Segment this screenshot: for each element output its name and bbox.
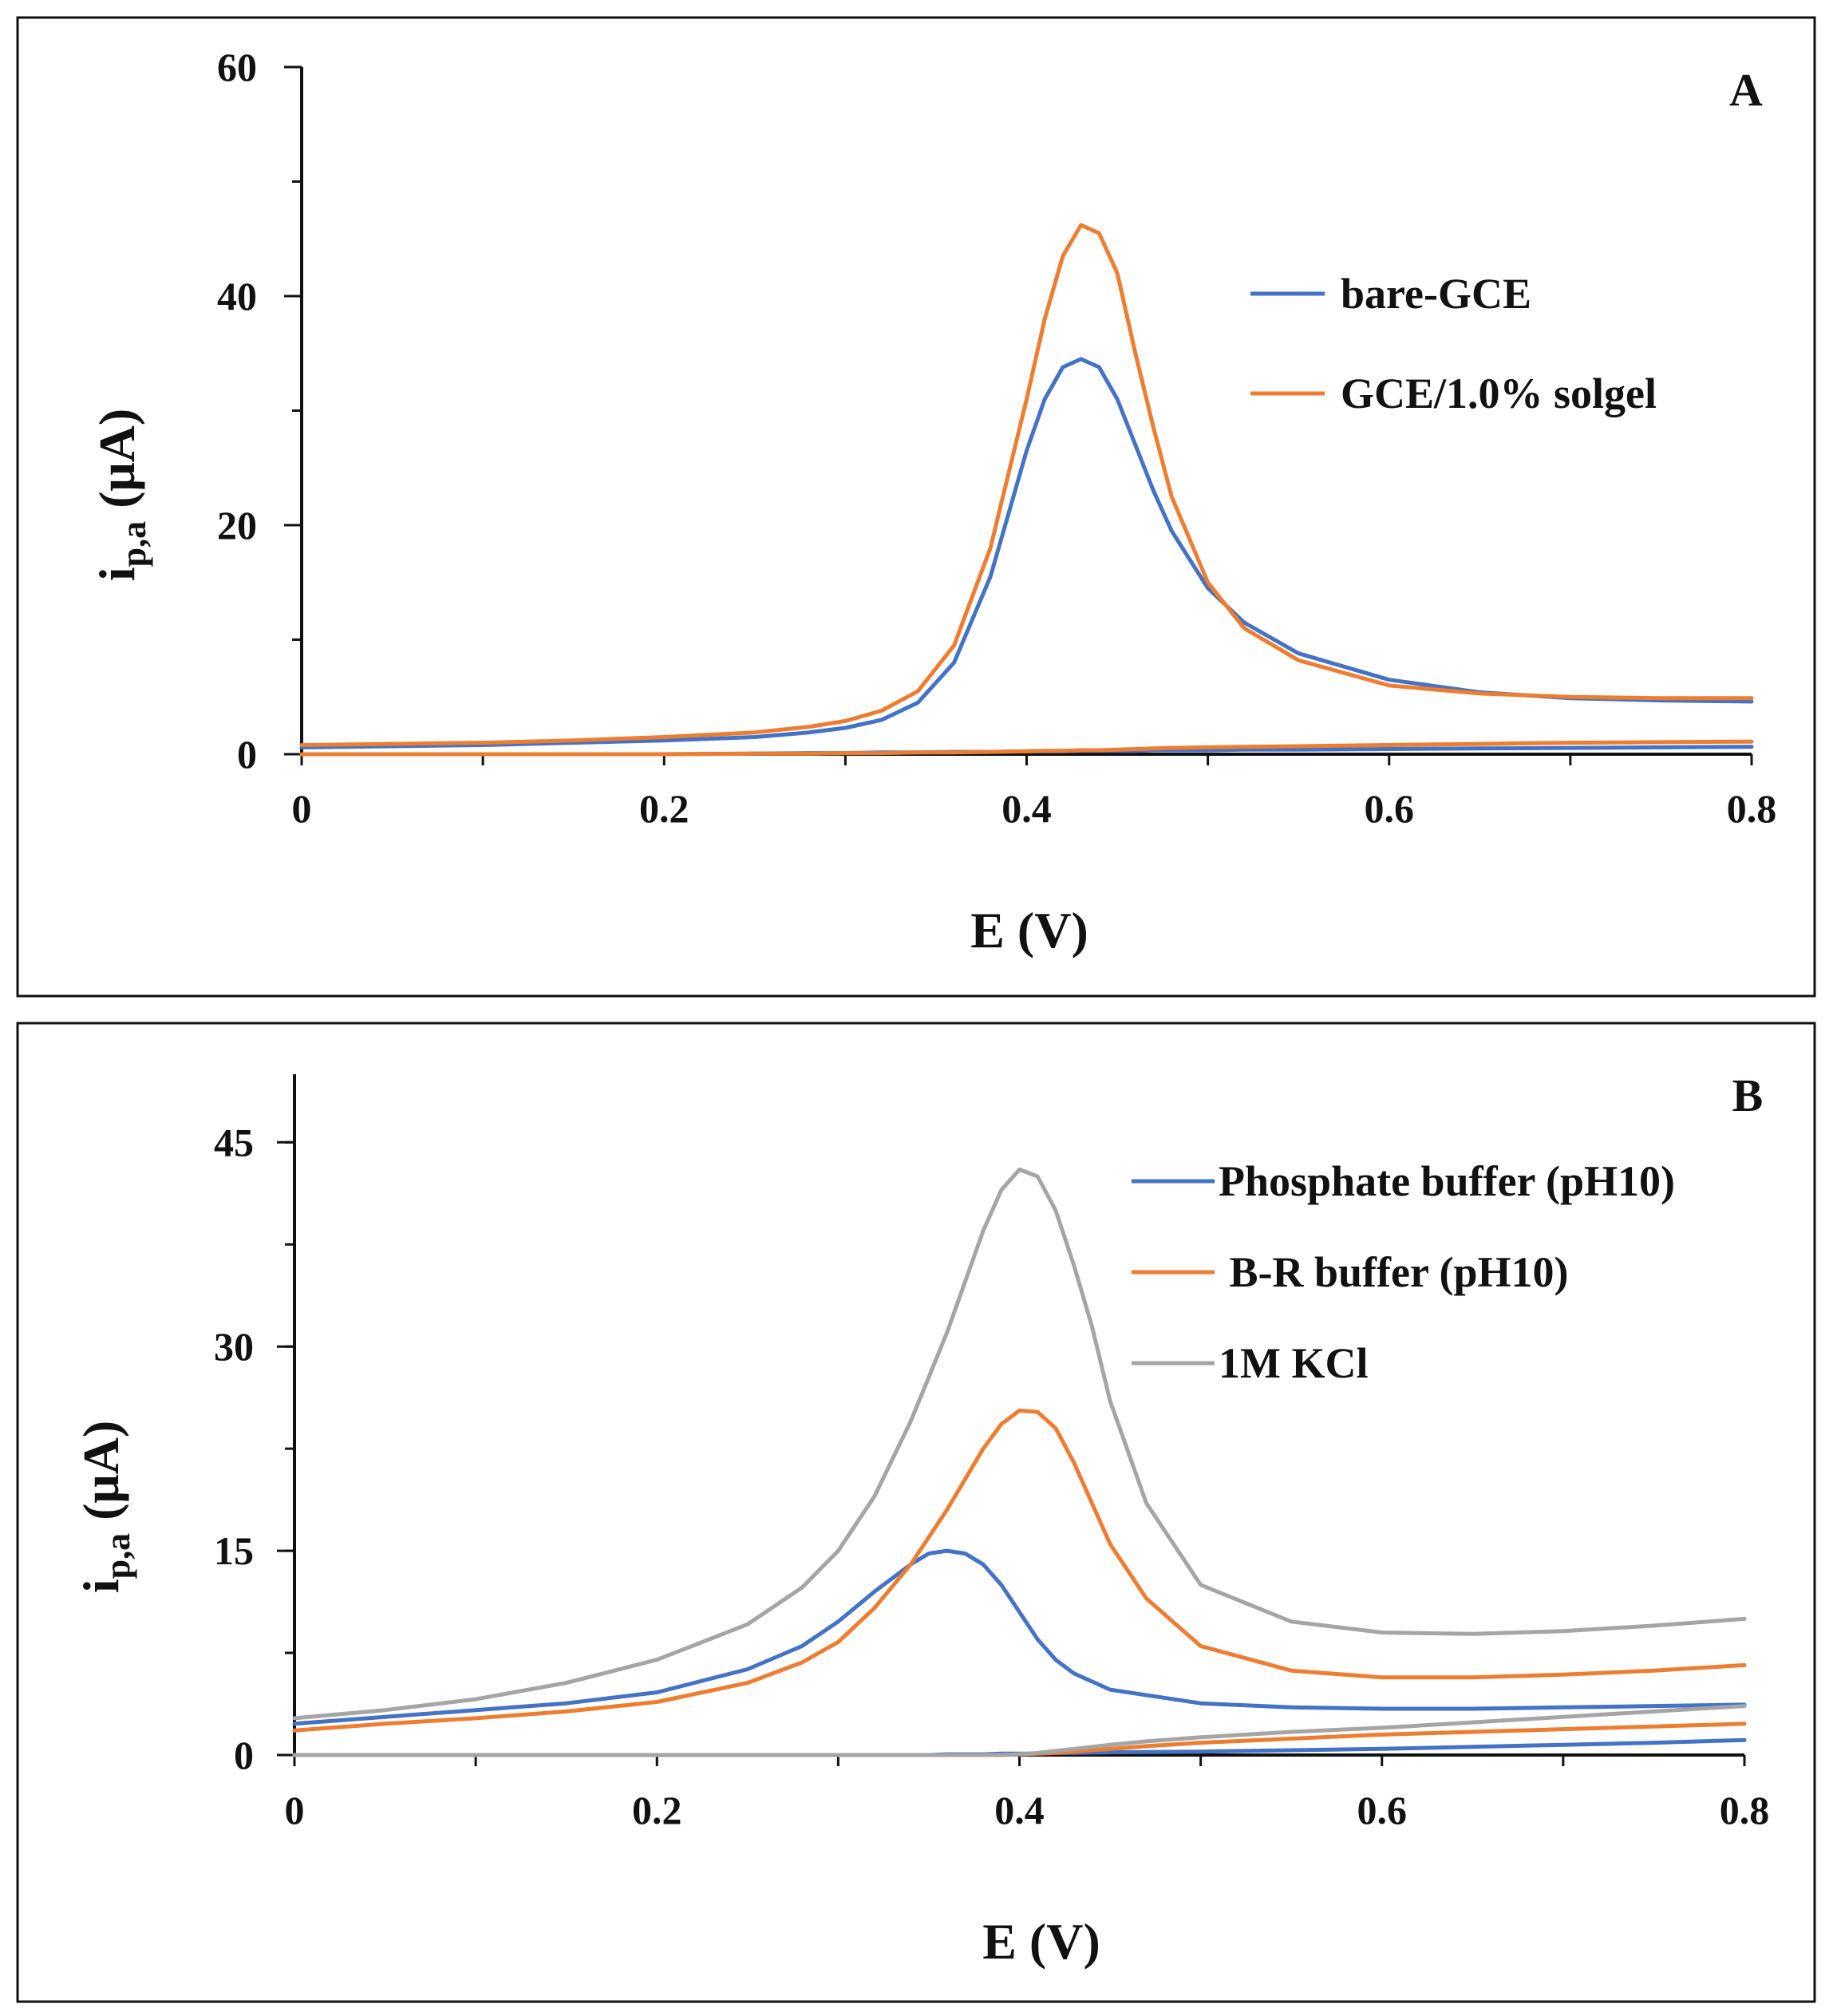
series-line-1 xyxy=(299,357,1754,749)
x-axis-title: E (V) xyxy=(970,902,1088,959)
y-tick-label: 30 xyxy=(214,1324,254,1369)
panel-label: B xyxy=(1732,1069,1764,1121)
y-tick-label: 40 xyxy=(217,274,257,318)
series-return-line-2 xyxy=(292,1722,1747,1757)
y-axis-title-main: i xyxy=(89,567,145,581)
panel-frame xyxy=(16,16,1816,998)
y-tick-label: 0 xyxy=(237,732,257,777)
legend-label: B-R buffer (pH10) xyxy=(1219,1248,1569,1296)
panel-label: A xyxy=(1729,64,1763,116)
y-tick-label: 20 xyxy=(217,503,257,547)
y-tick-label: 0 xyxy=(234,1733,254,1777)
legend-label: bare-GCE xyxy=(1341,270,1531,318)
y-axis-title-subscript: p,a xyxy=(114,521,153,567)
y-tick-label: 15 xyxy=(214,1528,254,1573)
chart-panel-A: 0 20 40 60 0 0.2 0.4 0.6 0.8 bare-GCE GCE/1.0% sol… xyxy=(16,16,1816,998)
panel-frame xyxy=(16,1022,1816,2003)
y-axis-title-subscript: p,a xyxy=(98,1533,137,1579)
legend-label: Phosphate buffer (pH10) xyxy=(1219,1157,1675,1205)
x-tick-label: 0.4 xyxy=(994,1788,1045,1832)
legend: Phosphate buffer (pH10) B-R buffer (pH10… xyxy=(1132,1157,1675,1387)
y-axis-title: ip,a (μA) xyxy=(89,409,153,581)
legend: bare-GCE GCE/1.0% solgel xyxy=(1250,270,1657,417)
x-axis-title: E (V) xyxy=(982,1913,1100,1970)
x-tick-label: 0 xyxy=(292,786,312,831)
series-line-2 xyxy=(292,1408,1747,1733)
y-tick-label: 60 xyxy=(217,45,257,89)
legend-label: GCE/1.0% solgel xyxy=(1341,370,1657,417)
legend-label: 1M KCl xyxy=(1219,1339,1368,1387)
x-tick-label: 0.2 xyxy=(632,1788,682,1832)
y-axis-title: ip,a (μA) xyxy=(73,1421,137,1593)
y-axis-title-unit: (μA) xyxy=(73,1421,129,1533)
chart-panel-B: 0 15 30 45 0 0.2 0.4 0.6 0.8 Phosphate buffer (pH… xyxy=(16,1022,1816,2003)
y-axis-title-unit: (μA) xyxy=(89,409,145,521)
x-tick-label: 0 xyxy=(285,1788,305,1832)
series-return-line-3 xyxy=(292,1704,1747,1757)
series-line-2 xyxy=(299,223,1754,747)
y-axis-title-main: i xyxy=(73,1579,129,1593)
x-tick-label: 0.6 xyxy=(1357,1788,1408,1832)
x-tick-label: 0.8 xyxy=(1720,1788,1770,1832)
x-tick-label: 0.8 xyxy=(1727,786,1777,831)
series-return-line-2 xyxy=(299,739,1754,757)
y-tick-label: 45 xyxy=(214,1120,254,1164)
series-line-1 xyxy=(292,1548,1747,1726)
series-line-3 xyxy=(292,1167,1747,1721)
x-tick-label: 0.2 xyxy=(639,786,689,831)
x-tick-label: 0.4 xyxy=(1001,786,1052,831)
x-tick-label: 0.6 xyxy=(1365,786,1415,831)
